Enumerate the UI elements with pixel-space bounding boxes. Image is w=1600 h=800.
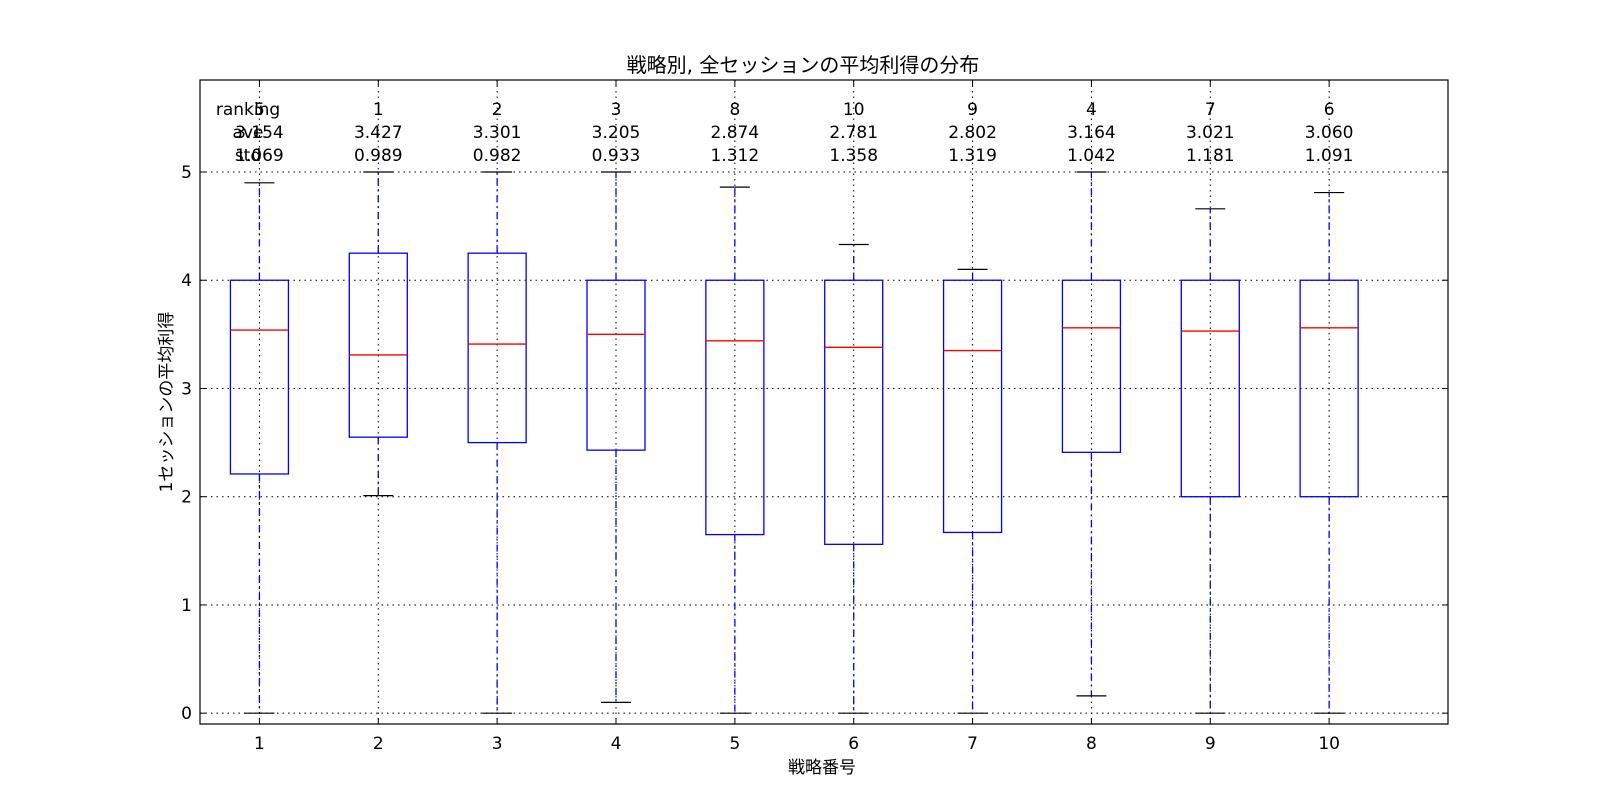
box-rect	[586, 279, 646, 451]
stat-ranking-value: 8	[729, 100, 740, 120]
x-tick-label: 3	[492, 734, 503, 754]
boxes-layer	[229, 171, 1359, 714]
stat-std-value: 1.319	[948, 146, 997, 166]
box-8	[1061, 171, 1122, 697]
box-rect	[705, 279, 765, 536]
stat-std-value: 1.312	[711, 146, 760, 166]
stat-ave-value: 2.781	[829, 123, 878, 143]
x-tick-label: 7	[967, 734, 978, 754]
box-7	[942, 268, 1003, 714]
box-5	[705, 186, 765, 714]
x-tick-label: 5	[729, 734, 740, 754]
stat-ranking-value: 10	[843, 100, 865, 120]
stat-label-ave: ave	[233, 123, 264, 143]
stat-std-value: 1.042	[1067, 146, 1116, 166]
x-tick-label: 9	[1205, 734, 1216, 754]
chart-title: 戦略別, 全セッションの平均利得の分布	[627, 53, 980, 77]
x-axis-label: 戦略番号	[788, 758, 856, 778]
y-tick-label: 1	[181, 596, 192, 616]
stat-ave-value: 3.205	[592, 123, 641, 143]
y-axis-label: 1セッションの平均利得	[157, 312, 177, 493]
plot-frame	[199, 79, 1449, 725]
box-rect	[1299, 279, 1359, 498]
stat-ave-value: 2.802	[948, 123, 997, 143]
box-rect	[229, 279, 290, 475]
grid-layer	[200, 80, 1448, 724]
stat-ave-value: 3.301	[473, 123, 522, 143]
stat-std-value: 1.358	[829, 146, 878, 166]
stat-std-value: 0.933	[592, 146, 641, 166]
stat-ave-value: 2.874	[711, 123, 760, 143]
stat-ave-value: 3.060	[1305, 123, 1354, 143]
y-tick-label: 5	[181, 163, 192, 183]
box-rect	[1061, 279, 1122, 453]
y-tick-label: 4	[181, 271, 192, 291]
box-4	[586, 171, 646, 703]
y-tick-label: 0	[181, 704, 192, 724]
x-tick-label: 1	[254, 734, 265, 754]
stat-label-std: std	[235, 146, 261, 166]
box-rect	[942, 279, 1003, 534]
y-tick-label: 2	[181, 488, 192, 508]
x-tick-label: 4	[611, 734, 622, 754]
box-rect	[1180, 279, 1240, 498]
stat-ranking-value: 9	[967, 100, 978, 120]
stat-ranking-value: 2	[492, 100, 503, 120]
x-tick-label: 8	[1086, 734, 1097, 754]
x-tick-label: 2	[373, 734, 384, 754]
x-tick-label: 10	[1318, 734, 1340, 754]
box-2	[348, 171, 408, 497]
box-10	[1299, 191, 1359, 714]
box-rect	[348, 252, 408, 438]
stat-ave-value: 3.164	[1067, 123, 1116, 143]
box-6	[824, 243, 884, 714]
box-rect	[824, 279, 884, 545]
y-tick-label: 3	[181, 379, 192, 399]
box-3	[467, 171, 527, 714]
ticks-layer: 0 1 2 3 4 5 1 2 3 4 5 6 7 8 9 10	[181, 80, 1448, 754]
stat-std-value: 0.982	[473, 146, 522, 166]
stat-std-value: 1.181	[1186, 146, 1235, 166]
stat-ranking-value: 4	[1086, 100, 1097, 120]
stat-std-value: 1.091	[1305, 146, 1354, 166]
stat-std-value: 0.989	[354, 146, 403, 166]
stat-ranking-value: 1	[373, 100, 384, 120]
stat-ave-value: 3.154	[235, 123, 284, 143]
stat-ranking-value: 5	[254, 100, 265, 120]
stat-ave-value: 3.427	[354, 123, 403, 143]
stat-std-value: 1.069	[235, 146, 284, 166]
stat-ranking-value: 6	[1324, 100, 1335, 120]
x-tick-label: 6	[848, 734, 859, 754]
stat-ranking-value: 3	[611, 100, 622, 120]
stat-ranking-value: 7	[1205, 100, 1216, 120]
box-9	[1180, 208, 1240, 714]
box-1	[229, 182, 290, 714]
box-rect	[467, 252, 527, 444]
stat-ave-value: 3.021	[1186, 123, 1235, 143]
stat-label-ranking: ranking	[216, 100, 280, 120]
